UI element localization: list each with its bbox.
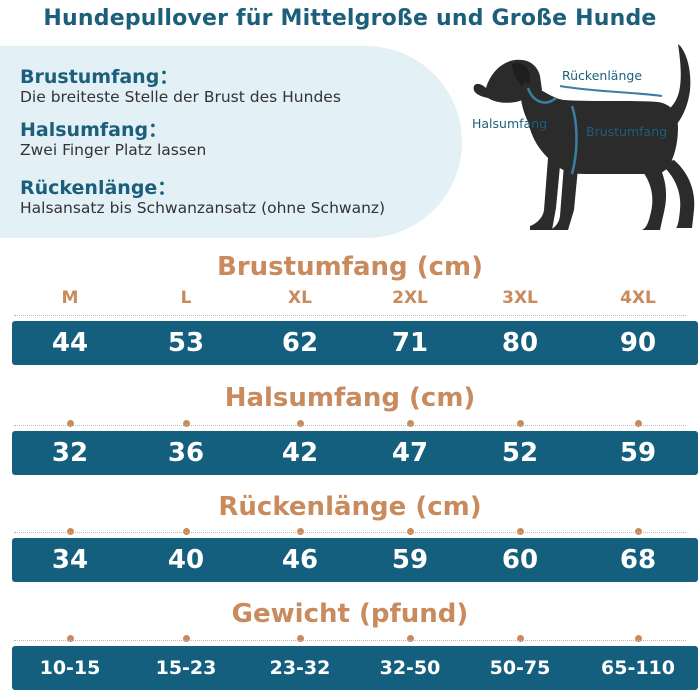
section-title: Halsumfang (cm) bbox=[224, 383, 476, 413]
value-cell-m: 10-15 bbox=[39, 657, 101, 679]
size-label-l: L bbox=[180, 288, 192, 308]
column-dot bbox=[297, 420, 304, 427]
column-dot bbox=[635, 420, 642, 427]
chest-measure-line bbox=[570, 105, 578, 175]
size-label-2xl: 2XL bbox=[392, 288, 428, 308]
value-cell-3xl: 60 bbox=[501, 545, 539, 575]
value-cell-4xl: 68 bbox=[619, 545, 657, 575]
info-desc-back: Halsansatz bis Schwanzansatz (ohne Schwa… bbox=[20, 199, 386, 217]
column-dot bbox=[407, 528, 414, 535]
dotted-divider bbox=[14, 425, 686, 426]
back-measure-line bbox=[559, 85, 663, 97]
value-cell-3xl: 52 bbox=[501, 438, 539, 468]
value-cell-2xl: 32-50 bbox=[379, 657, 441, 679]
column-dot bbox=[183, 635, 190, 642]
value-cell-m: 32 bbox=[51, 438, 89, 468]
values-bar: 34 40 46 59 60 68 bbox=[12, 538, 698, 582]
column-dot bbox=[635, 528, 642, 535]
value-cell-m: 34 bbox=[51, 545, 89, 575]
dog-silhouette-icon bbox=[473, 44, 695, 230]
size-label-3xl: 3XL bbox=[502, 288, 538, 308]
column-dot bbox=[67, 528, 74, 535]
column-dot bbox=[635, 635, 642, 642]
section-title: Gewicht (pfund) bbox=[231, 599, 469, 629]
size-label-m: M bbox=[61, 288, 79, 308]
value-cell-m: 44 bbox=[51, 328, 89, 358]
column-dot bbox=[517, 528, 524, 535]
neck-measure-line bbox=[526, 87, 557, 104]
value-cell-xl: 42 bbox=[281, 438, 319, 468]
column-dot bbox=[183, 528, 190, 535]
column-dot bbox=[407, 635, 414, 642]
info-desc-chest: Die breiteste Stelle der Brust des Hunde… bbox=[20, 88, 341, 106]
info-term-back: Rückenlänge： bbox=[20, 177, 177, 199]
neck-girth-label: Halsumfang bbox=[472, 116, 547, 131]
info-term-chest: Brustumfang： bbox=[20, 66, 179, 88]
column-dot bbox=[297, 528, 304, 535]
value-cell-l: 36 bbox=[167, 438, 205, 468]
value-cell-l: 15-23 bbox=[155, 657, 217, 679]
page-title: Hundepullover für Mittelgroße und Große … bbox=[43, 6, 657, 31]
value-cell-xl: 23-32 bbox=[269, 657, 331, 679]
chest-girth-label: Brustumfang bbox=[586, 124, 667, 139]
value-cell-2xl: 47 bbox=[391, 438, 429, 468]
value-cell-4xl: 59 bbox=[619, 438, 657, 468]
values-bar: 32 36 42 47 52 59 bbox=[12, 431, 698, 475]
dotted-divider bbox=[14, 315, 686, 316]
section-title: Brustumfang (cm) bbox=[217, 252, 483, 282]
info-term-neck: Halsumfang： bbox=[20, 119, 168, 141]
value-cell-l: 53 bbox=[167, 328, 205, 358]
dotted-divider bbox=[14, 640, 686, 641]
value-cell-3xl: 80 bbox=[501, 328, 539, 358]
back-length-label: Rückenlänge bbox=[562, 68, 642, 83]
column-dot bbox=[407, 420, 414, 427]
value-cell-xl: 62 bbox=[281, 328, 319, 358]
dotted-divider bbox=[14, 532, 686, 533]
value-cell-xl: 46 bbox=[281, 545, 319, 575]
dog-measurement-illustration: Rückenlänge Halsumfang Brustumfang bbox=[472, 44, 695, 230]
column-dot bbox=[67, 420, 74, 427]
value-cell-2xl: 59 bbox=[391, 545, 429, 575]
info-desc-neck: Zwei Finger Platz lassen bbox=[20, 141, 207, 159]
value-cell-4xl: 90 bbox=[619, 328, 657, 358]
column-dot bbox=[67, 635, 74, 642]
column-dot bbox=[297, 635, 304, 642]
value-cell-l: 40 bbox=[167, 545, 205, 575]
column-dot bbox=[517, 635, 524, 642]
column-dot bbox=[517, 420, 524, 427]
section-title: Rückenlänge (cm) bbox=[218, 492, 482, 522]
size-label-4xl: 4XL bbox=[620, 288, 656, 308]
size-label-xl: XL bbox=[288, 288, 312, 308]
values-bar: 44 53 62 71 80 90 bbox=[12, 321, 698, 365]
value-cell-4xl: 65-110 bbox=[601, 657, 675, 679]
value-cell-3xl: 50-75 bbox=[489, 657, 551, 679]
column-dot bbox=[183, 420, 190, 427]
value-cell-2xl: 71 bbox=[391, 328, 429, 358]
values-bar: 10-15 15-23 23-32 32-50 50-75 65-110 bbox=[12, 646, 698, 690]
measurement-info-panel bbox=[0, 46, 462, 238]
